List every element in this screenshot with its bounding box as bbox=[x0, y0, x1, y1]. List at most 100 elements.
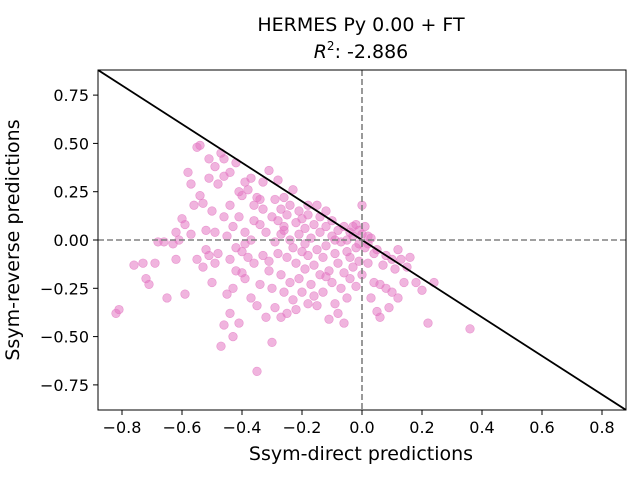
data-point bbox=[246, 293, 256, 303]
data-point bbox=[243, 185, 253, 195]
data-point bbox=[315, 227, 325, 237]
r2-symbol: R bbox=[314, 41, 327, 63]
data-point bbox=[309, 291, 319, 301]
data-point bbox=[288, 243, 298, 253]
data-point bbox=[207, 206, 217, 216]
data-point bbox=[303, 210, 313, 220]
data-point bbox=[291, 304, 301, 315]
data-point bbox=[312, 200, 322, 210]
r2-exponent: 2 bbox=[327, 39, 335, 53]
data-point bbox=[189, 200, 199, 210]
data-point bbox=[264, 165, 274, 176]
data-point bbox=[144, 279, 154, 290]
data-points bbox=[111, 140, 475, 376]
data-point bbox=[267, 337, 277, 347]
y-tick-label: 0.50 bbox=[53, 134, 89, 153]
data-point bbox=[219, 320, 229, 330]
data-point bbox=[204, 250, 214, 261]
chart-title-group: HERMES Py 0.00 + FT R2: -2.886 bbox=[257, 14, 465, 63]
y-tick-label: −0.75 bbox=[40, 376, 89, 395]
data-point bbox=[279, 192, 289, 203]
data-point bbox=[294, 274, 304, 284]
data-point bbox=[333, 308, 343, 319]
data-point bbox=[204, 173, 214, 183]
data-point bbox=[306, 233, 316, 243]
data-point bbox=[171, 254, 181, 264]
data-point bbox=[255, 194, 265, 205]
data-point bbox=[330, 248, 340, 259]
data-point bbox=[270, 303, 280, 313]
data-point bbox=[294, 229, 304, 239]
data-point bbox=[183, 167, 193, 177]
data-point bbox=[198, 262, 208, 272]
data-point bbox=[465, 324, 475, 334]
data-point bbox=[252, 366, 262, 376]
data-point bbox=[237, 190, 247, 201]
data-point bbox=[270, 237, 280, 247]
data-point bbox=[309, 260, 319, 270]
data-point bbox=[273, 175, 283, 185]
y-tick-label: 0.75 bbox=[53, 86, 89, 105]
data-point bbox=[282, 308, 292, 319]
data-point bbox=[375, 312, 385, 322]
data-point bbox=[318, 252, 328, 262]
data-point bbox=[276, 229, 286, 239]
data-point bbox=[351, 281, 361, 291]
data-point bbox=[276, 204, 286, 214]
x-tick-label: 0.2 bbox=[409, 418, 434, 437]
y-tick-label: −0.25 bbox=[40, 279, 89, 298]
data-point bbox=[222, 231, 232, 241]
data-point bbox=[297, 287, 307, 297]
y-tick-label: 0.00 bbox=[53, 231, 89, 250]
data-point bbox=[399, 277, 409, 288]
data-point bbox=[210, 258, 220, 268]
data-point bbox=[186, 179, 196, 189]
data-point bbox=[267, 283, 277, 293]
data-point bbox=[225, 308, 235, 319]
x-tick-label: −0.2 bbox=[283, 418, 322, 437]
data-point bbox=[246, 173, 256, 183]
data-point bbox=[411, 277, 421, 288]
data-point bbox=[210, 227, 220, 237]
data-point bbox=[363, 258, 373, 268]
data-point bbox=[258, 204, 268, 214]
data-point bbox=[417, 285, 427, 295]
chart-subtitle-r2: R2: -2.886 bbox=[314, 39, 409, 63]
data-point bbox=[291, 258, 301, 268]
x-tick-label: 0.4 bbox=[469, 418, 494, 437]
plot-area bbox=[98, 70, 626, 410]
data-point bbox=[303, 250, 313, 261]
x-tick-label: −0.4 bbox=[223, 418, 262, 437]
data-point bbox=[180, 289, 190, 299]
data-point bbox=[159, 237, 169, 247]
data-point bbox=[234, 212, 244, 222]
data-point bbox=[327, 277, 337, 288]
data-point bbox=[219, 212, 229, 222]
x-tick-label: −0.6 bbox=[163, 418, 202, 437]
data-point bbox=[393, 245, 403, 255]
data-point bbox=[285, 200, 295, 210]
data-point bbox=[216, 341, 226, 351]
data-point bbox=[240, 239, 250, 249]
data-point bbox=[222, 289, 232, 299]
data-point bbox=[243, 252, 253, 262]
data-point bbox=[312, 301, 322, 311]
data-point bbox=[300, 264, 310, 274]
data-point bbox=[258, 250, 268, 261]
data-point bbox=[114, 304, 124, 315]
data-point bbox=[255, 219, 265, 230]
chart-title: HERMES Py 0.00 + FT bbox=[257, 14, 465, 36]
data-point bbox=[225, 254, 235, 264]
data-point bbox=[228, 221, 238, 232]
data-point bbox=[366, 233, 376, 243]
data-point bbox=[279, 221, 289, 232]
data-point bbox=[324, 314, 334, 324]
data-point bbox=[204, 154, 214, 164]
data-point bbox=[336, 283, 346, 293]
data-point bbox=[321, 206, 331, 216]
data-point bbox=[228, 331, 238, 342]
data-point bbox=[162, 293, 172, 303]
data-point bbox=[345, 274, 355, 284]
data-point bbox=[171, 227, 181, 237]
